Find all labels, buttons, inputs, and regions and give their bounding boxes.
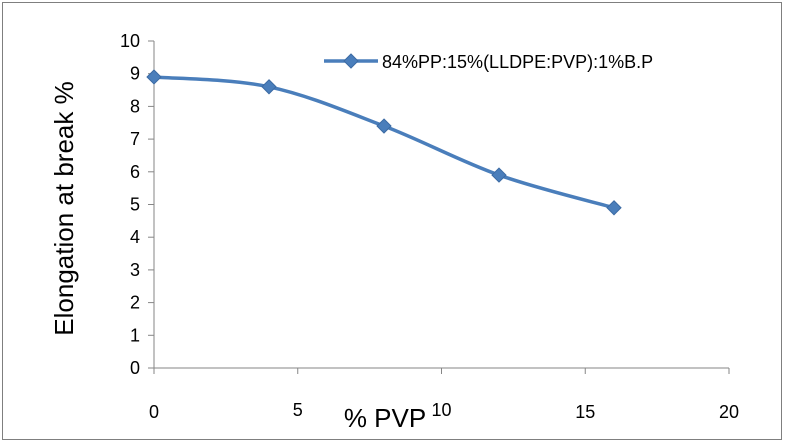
x-tick-label: 0 — [149, 402, 159, 422]
y-tick-label: 2 — [130, 293, 140, 313]
y-axis-title: Elongation at break % — [49, 81, 79, 335]
y-tick-label: 0 — [130, 358, 140, 378]
legend-entry: 84%PP:15%(LLDPE:PVP):1%B.P — [382, 52, 653, 72]
y-tick-label: 4 — [130, 227, 140, 247]
data-point — [606, 200, 622, 216]
y-tick-label: 8 — [130, 96, 140, 116]
y-tick-label: 5 — [130, 195, 140, 215]
y-tick-label: 1 — [130, 325, 140, 345]
data-point — [146, 69, 162, 85]
legend-diamond-marker — [343, 53, 359, 69]
data-point — [491, 167, 507, 183]
x-tick-label: 20 — [719, 402, 739, 422]
x-tick-label: 5 — [293, 400, 303, 420]
legend: 84%PP:15%(LLDPE:PVP):1%B.P — [324, 52, 653, 72]
y-tick-label: 3 — [130, 260, 140, 280]
x-axis-ticks: 0 5 10 15 20 — [149, 368, 739, 422]
series-layer — [146, 69, 622, 216]
series-line — [153, 75, 615, 210]
y-tick-label: 9 — [130, 64, 140, 84]
x-tick-label: 10 — [431, 400, 451, 420]
x-tick-label: 15 — [575, 402, 595, 422]
data-point — [261, 79, 277, 95]
y-axis-ticks: 0 1 2 3 4 5 6 7 8 9 10 — [120, 31, 154, 378]
x-axis-title: % PVP — [344, 403, 426, 433]
y-tick-label: 10 — [120, 31, 140, 51]
y-tick-label: 7 — [130, 129, 140, 149]
data-point — [376, 118, 392, 134]
y-tick-label: 6 — [130, 162, 140, 182]
chart-frame — [2, 2, 782, 440]
